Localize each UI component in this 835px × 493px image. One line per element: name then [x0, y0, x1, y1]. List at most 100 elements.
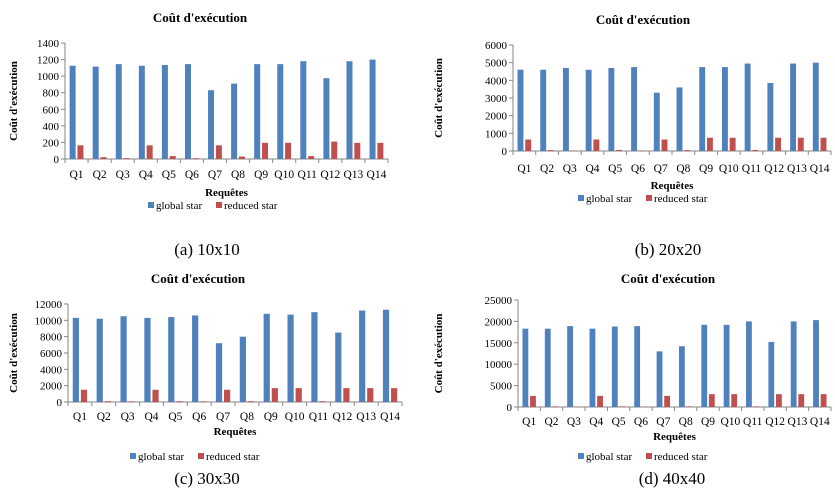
x-tick-label: Q10	[720, 416, 740, 428]
x-tick-label: Q5	[162, 169, 176, 181]
bar-global-star	[567, 326, 573, 407]
x-tick-label: Q4	[585, 163, 599, 175]
bar-global-star	[115, 64, 122, 159]
caption-c: (c) 30x30	[174, 469, 240, 488]
bar-global-star	[768, 341, 775, 407]
x-tick-label: Q4	[144, 411, 158, 423]
bar-global-star	[746, 321, 752, 407]
bar-global-star	[723, 324, 730, 407]
y-tick-label: 0	[54, 154, 60, 166]
bar-reduced-star	[798, 394, 805, 407]
bar-global-star	[208, 90, 215, 159]
bar-global-star	[323, 78, 330, 159]
bar-reduced-star	[123, 158, 130, 159]
legend-label-global-star: global star	[138, 451, 184, 463]
caption-a: (a) 10x10	[174, 240, 240, 259]
bar-reduced-star	[319, 401, 326, 402]
bar-reduced-star	[285, 142, 292, 159]
y-axis-label: Coût d'exécution	[8, 61, 20, 141]
bar-chart-svg: Coût d'exécution Coût d'exécution 0 200 400 6…	[8, 10, 389, 212]
x-tick-label: Q10	[719, 163, 739, 175]
legend-label-reduced-star: reduced star	[206, 451, 260, 463]
bar-reduced-star	[570, 150, 577, 151]
x-tick-label: Q1	[522, 416, 536, 428]
x-tick-label: Q8	[231, 169, 245, 181]
bar-global-star	[608, 67, 615, 151]
bar-global-star	[544, 328, 551, 407]
legend-label-global-star: global star	[586, 193, 632, 205]
bar-reduced-star	[377, 142, 384, 159]
x-tick-label: Q12	[764, 163, 784, 175]
bar-reduced-star	[262, 142, 269, 159]
x-tick-label: Q4	[139, 169, 153, 181]
bar-global-star	[589, 328, 596, 407]
chart-title: Coût d'exécution	[153, 10, 248, 25]
legend-label-reduced-star: reduced star	[224, 200, 278, 212]
x-tick-label: Q3	[567, 416, 581, 428]
legend: global star reduced star	[578, 451, 708, 463]
legend-swatch-reduced-star	[216, 202, 222, 208]
bar-reduced-star	[597, 395, 603, 407]
x-tick-label: Q14	[810, 163, 830, 175]
x-tick-label: Q8	[679, 416, 693, 428]
x-tick-label: Q11	[309, 411, 329, 423]
y-tick-label: 1200	[37, 55, 60, 67]
bar-global-star	[653, 92, 660, 151]
x-tick-label: Q4	[589, 416, 603, 428]
bar-reduced-star	[530, 395, 536, 407]
y-tick-label: 200	[43, 137, 60, 149]
bar-reduced-star	[343, 388, 350, 402]
x-tick-label: Q13	[356, 411, 376, 423]
y-tick-label: 2000	[485, 111, 508, 123]
x-tick-label: Q1	[70, 169, 84, 181]
bar-reduced-star	[354, 142, 361, 159]
bar-reduced-star	[731, 394, 738, 407]
y-tick-label: 5000	[485, 58, 508, 70]
bar-reduced-star	[192, 158, 199, 159]
bar-reduced-star	[146, 145, 153, 159]
bar-reduced-star	[367, 388, 374, 402]
y-tick-label: 800	[43, 88, 60, 100]
bar-reduced-star	[238, 156, 245, 159]
y-tick-label: 600	[43, 104, 60, 116]
caption-b: (b) 20x20	[634, 240, 702, 259]
bar-global-star	[69, 65, 76, 159]
bar-global-star	[346, 61, 353, 159]
bar-global-star	[382, 309, 390, 402]
y-tick-label: 20000	[485, 316, 513, 328]
legend-label-global-star: global star	[156, 200, 202, 212]
legend-swatch-reduced-star	[646, 195, 652, 201]
x-tick-label: Q7	[208, 169, 222, 181]
y-axis-label: Coût d'exécution	[433, 314, 445, 394]
y-tick-label: 10000	[35, 315, 63, 327]
bar-global-star	[359, 310, 366, 402]
bar-global-star	[767, 82, 774, 151]
x-tick-label: Q7	[656, 416, 670, 428]
x-tick-label: Q9	[699, 163, 713, 175]
x-axis-label: Requêtes	[653, 431, 696, 443]
bar-global-star	[254, 64, 261, 159]
x-axis-label: Requêtes	[205, 187, 248, 199]
bar-global-star	[161, 64, 168, 159]
x-tick-label: Q14	[367, 169, 387, 181]
x-tick-label: Q10	[285, 411, 305, 423]
bar-reduced-star	[224, 389, 231, 402]
legend-swatch-global-star	[578, 195, 584, 201]
bar-reduced-star	[176, 401, 183, 402]
x-tick-label: Q11	[743, 416, 763, 428]
bar-global-star	[721, 67, 728, 151]
y-tick-label: 3000	[485, 93, 508, 105]
bar-reduced-star	[797, 137, 804, 151]
x-tick-label: Q1	[517, 163, 531, 175]
chart-title: Coût d'exécution	[621, 271, 716, 286]
bar-global-star	[517, 69, 524, 151]
x-tick-label: Q8	[676, 163, 690, 175]
x-tick-label: Q13	[343, 169, 363, 181]
bar-global-star	[699, 67, 706, 151]
bar-reduced-star	[619, 406, 626, 407]
bar-reduced-star	[708, 394, 715, 407]
bar-reduced-star	[215, 145, 222, 159]
x-tick-label: Q2	[545, 416, 559, 428]
x-tick-label: Q6	[634, 416, 648, 428]
bar-global-star	[790, 63, 797, 151]
